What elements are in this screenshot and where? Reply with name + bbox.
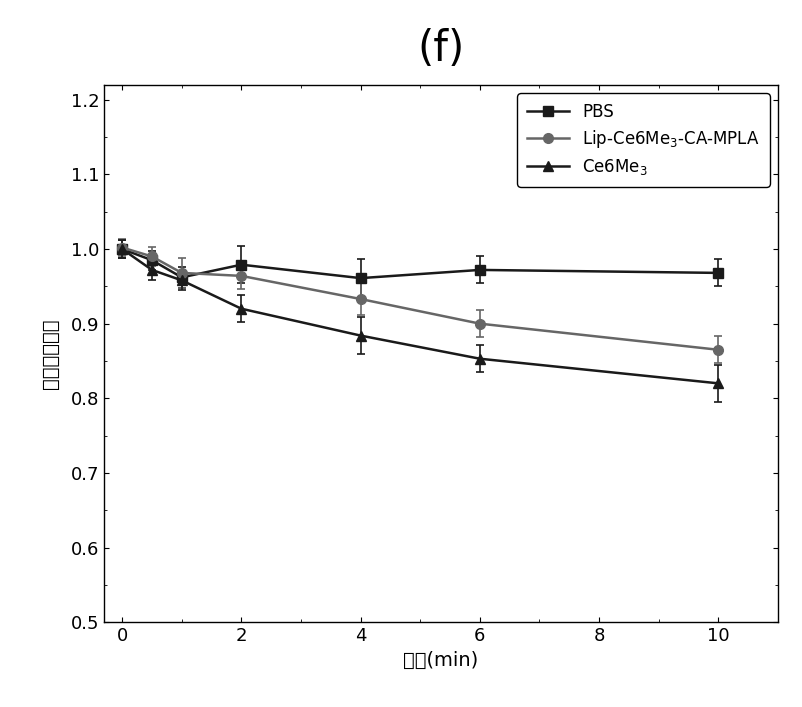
Text: (f): (f) [418,28,464,70]
Y-axis label: 相对荧光强度: 相对荧光强度 [41,318,59,389]
Legend: PBS, Lip-Ce6Me$_3$-CA-MPLA, Ce6Me$_3$: PBS, Lip-Ce6Me$_3$-CA-MPLA, Ce6Me$_3$ [517,93,770,187]
X-axis label: 时间(min): 时间(min) [403,650,479,670]
